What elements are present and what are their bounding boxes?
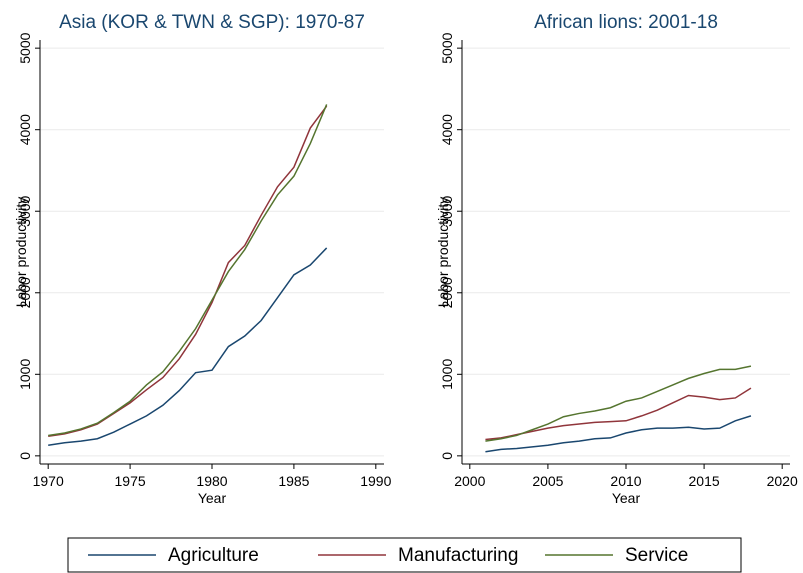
chart-title: African lions: 2001-18 xyxy=(534,12,718,33)
y-axis-label: Labor productivity xyxy=(435,197,451,308)
y-tick-label: 1000 xyxy=(17,359,33,390)
x-axis-label: Year xyxy=(612,490,641,506)
x-tick-label: 1985 xyxy=(278,473,309,489)
y-tick-label: 3000 xyxy=(17,195,33,226)
series-line xyxy=(48,104,328,437)
series-line xyxy=(48,247,328,446)
y-tick-label: 0 xyxy=(439,452,455,460)
legend-label: Agriculture xyxy=(168,545,259,566)
y-tick-label: 0 xyxy=(17,452,33,460)
x-tick-label: 1990 xyxy=(360,473,391,489)
x-tick-label: 1970 xyxy=(33,473,64,489)
legend-label: Service xyxy=(625,545,688,566)
x-tick-label: 2015 xyxy=(689,473,720,489)
series-line xyxy=(485,365,752,442)
y-tick-label: 5000 xyxy=(439,32,455,63)
chart-title: Asia (KOR & TWN & SGP): 1970-87 xyxy=(59,12,365,33)
series-line xyxy=(485,415,752,453)
x-tick-label: 2020 xyxy=(767,473,798,489)
x-tick-label: 2005 xyxy=(532,473,563,489)
series-line xyxy=(485,387,752,441)
y-axis-label: Labor productivity xyxy=(13,197,29,308)
y-tick-label: 2000 xyxy=(17,277,33,308)
legend-box xyxy=(67,537,742,573)
y-tick-label: 3000 xyxy=(439,195,455,226)
y-tick-label: 1000 xyxy=(439,359,455,390)
series-line xyxy=(48,105,328,438)
x-tick-label: 2010 xyxy=(610,473,641,489)
x-tick-label: 1975 xyxy=(115,473,146,489)
y-tick-label: 2000 xyxy=(439,277,455,308)
y-tick-label: 5000 xyxy=(17,32,33,63)
y-tick-label: 4000 xyxy=(17,114,33,145)
x-tick-label: 1980 xyxy=(196,473,227,489)
x-tick-label: 2000 xyxy=(454,473,485,489)
legend-label: Manufacturing xyxy=(398,545,518,566)
y-tick-label: 4000 xyxy=(439,114,455,145)
x-axis-label: Year xyxy=(198,490,227,506)
